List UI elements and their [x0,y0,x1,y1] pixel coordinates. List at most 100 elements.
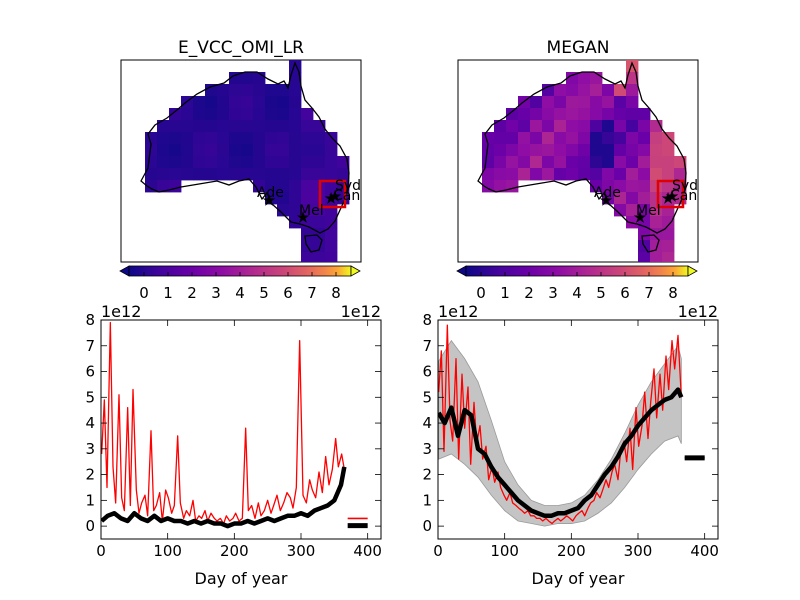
map-grid-cell [602,120,615,133]
map-grid-cell [205,132,218,145]
map-grid-cell [626,132,639,145]
map-grid-cell [662,228,675,241]
city-marker-icon: ★ [297,210,310,226]
map-grid-cell [325,156,338,169]
map-grid-cell [590,108,603,121]
map-grid-cell [626,96,639,109]
map-grid-cell [277,120,290,133]
map-grid-cell [289,96,302,109]
map-grid-cell [337,180,350,193]
map-grid-cell [289,144,302,157]
map-grid-cell [181,108,194,121]
map-grid-cell [602,168,615,181]
map-grid-cell [265,120,278,133]
map-grid-cell [301,156,314,169]
map-grid-cell [482,144,495,157]
map-grid-cell [253,156,266,169]
map-grid-cell [253,84,266,97]
map-grid-cell [301,144,314,157]
colorbar-2-extend-low [456,265,467,277]
x-tick-label: 0 [433,542,443,560]
map-grid-cell [566,96,579,109]
map-grid-cell [325,240,338,253]
map-grid-cell [566,156,579,169]
map-grid-cell [614,168,627,181]
map-grid-cell [325,252,338,262]
map-grid-cell [169,168,182,181]
y-tick-label: 2 [422,466,432,484]
series-line [101,321,345,525]
map-grid-cell [638,108,651,121]
map-grid-cell [325,132,338,145]
timeseries-2-border [437,319,719,540]
colorbar-tick-label: 2 [524,284,534,302]
map-grid-cell [301,192,314,205]
map-grid-cell [157,156,170,169]
map-grid-cell [229,84,242,97]
city-label: Mel [636,203,661,219]
map-grid-cell [566,108,579,121]
map-grid-cell [494,120,507,133]
map-grid-cell [289,216,302,229]
map-grid-cell [205,96,218,109]
map-grid-cell [542,168,555,181]
map-grid-cell [626,216,639,229]
map-grid-cell [277,144,290,157]
map-grid-cell [578,84,591,97]
timeseries-2-y-multiplier: 1e12 [438,302,478,321]
map-grid-cell [217,156,230,169]
map-panel-2: MEGAN ★Syd★Can★Ade★Mel [457,38,699,263]
map-grid-cell [506,144,519,157]
map-grid-cell [626,168,639,181]
map-grid-cell [662,156,675,169]
map-grid-cell [229,132,242,145]
map-grid-cell [241,156,254,169]
y-tick-label: 8 [422,311,432,329]
map-grid-cell [157,132,170,145]
map-grid-cell [578,144,591,157]
map-grid-cell [277,204,290,217]
map-grid-cell [554,156,567,169]
map-grid-cell [325,216,338,229]
colorbar-1-extend-low [119,265,130,277]
map-grid-cell [674,168,687,181]
map-grid-cell [506,156,519,169]
map-grid-cell [614,204,627,217]
map-grid-cell [229,108,242,121]
city-marker-icon: ★ [325,191,338,207]
map-grid-cell [337,168,350,181]
map-grid-cell [193,108,206,121]
map-grid-cell [217,96,230,109]
city-label: Ade [257,185,284,201]
map-grid-cell [650,240,663,253]
x-tick-label: 100 [490,542,519,560]
map-grid-cell [205,168,218,181]
map-grid-cell [638,168,651,181]
x-tick-label: 300 [287,542,316,560]
colorbar-tick-label: 6 [620,284,630,302]
colorbar-1-extend-high [350,265,361,277]
map-grid-cell [313,216,326,229]
map-grid-cell [277,132,290,145]
map-grid-cell [169,132,182,145]
map-grid-cell [313,144,326,157]
map-grid-cell [506,120,519,133]
map-grid-cell [193,120,206,133]
map-grid-cells-2 [482,60,687,262]
colorbar-tick-label: 8 [668,284,678,302]
map-grid-cell [289,204,302,217]
map-grid-cell [157,168,170,181]
map-grid-cell [638,132,651,145]
map-grid-cell [253,180,266,193]
map-grid-cell [614,96,627,109]
map-grid-cell [229,168,242,181]
city-marker-icon: ★ [263,193,276,209]
colorbar-tick-label: 8 [331,284,341,302]
map-grid-cell [313,252,326,262]
map-grid-cell [626,72,639,85]
map-grid-cell [602,108,615,121]
x-tick-label: 300 [624,542,653,560]
map-grid-cell [313,240,326,253]
map-grid-cell [566,84,579,97]
map-grid-cell [337,156,350,169]
